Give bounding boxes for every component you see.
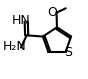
Text: H₂N: H₂N: [3, 40, 27, 53]
Text: O: O: [47, 6, 57, 19]
Text: HN: HN: [12, 14, 31, 27]
Text: S: S: [64, 46, 72, 59]
